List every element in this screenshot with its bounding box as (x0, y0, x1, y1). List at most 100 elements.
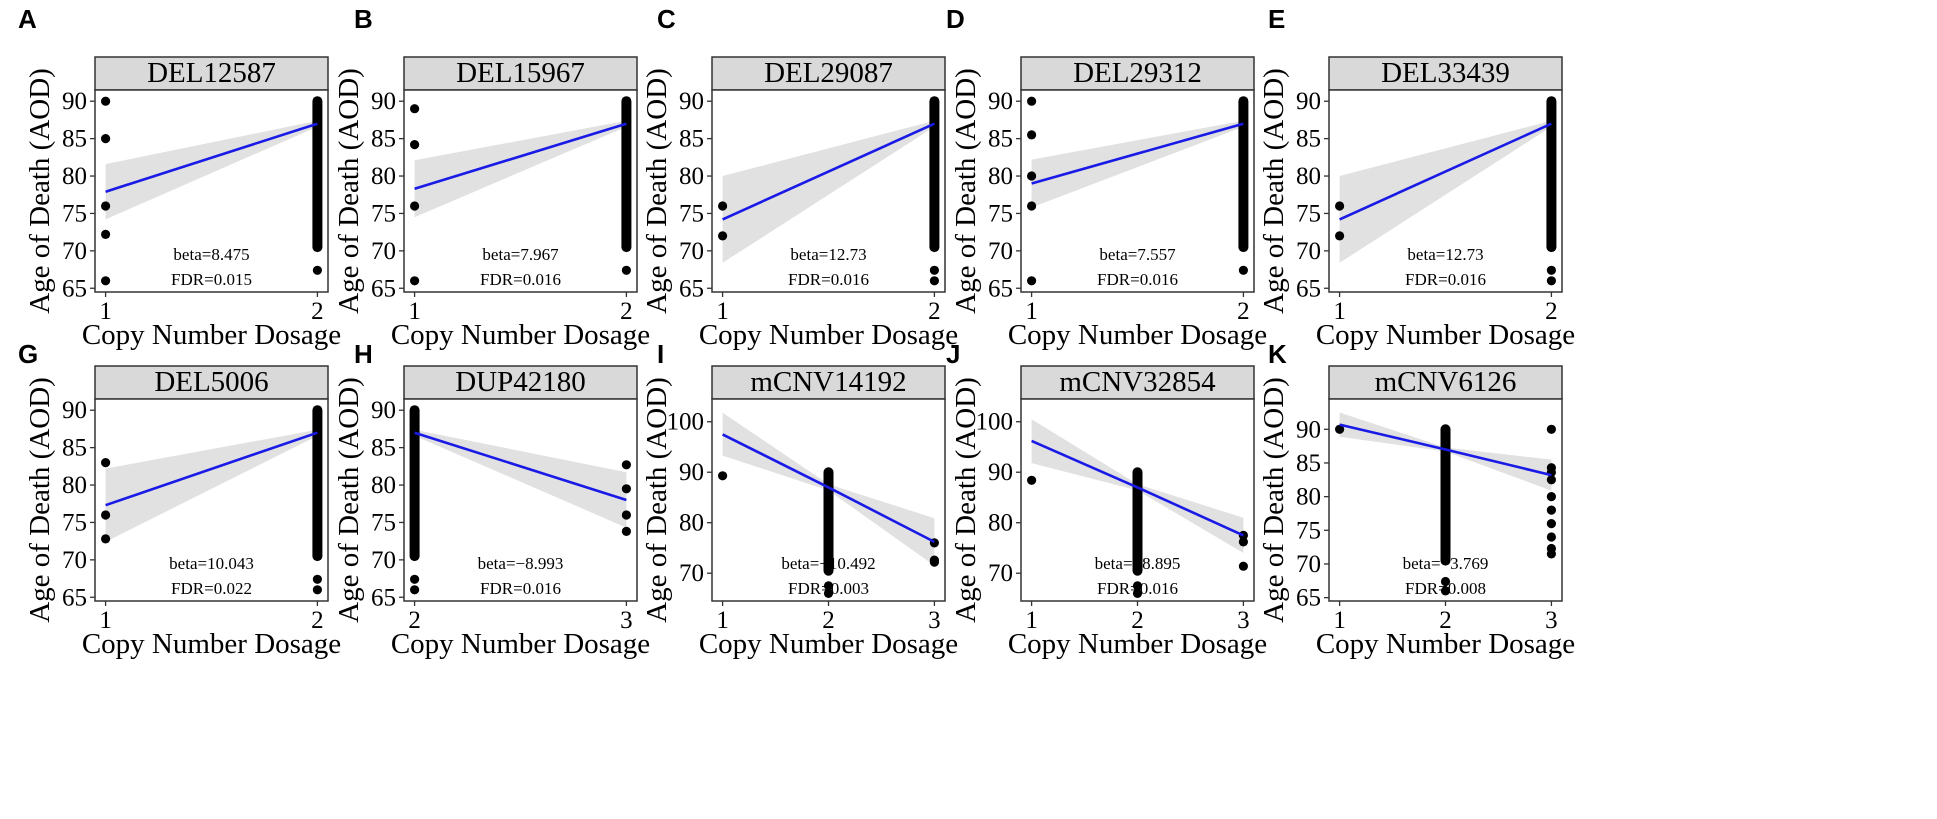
beta-annotation: beta=−3.769 (1403, 554, 1489, 573)
y-axis-title: Age of Death (AOD) (641, 377, 673, 623)
data-point (621, 460, 632, 470)
fdr-annotation: FDR=0.016 (480, 270, 561, 289)
data-point (1027, 96, 1037, 106)
beta-annotation: beta=−8.895 (1095, 554, 1181, 573)
y-tick-label: 65 (62, 584, 87, 611)
data-point (823, 581, 834, 591)
y-tick-label: 85 (62, 435, 87, 462)
panel-letter: I (657, 339, 664, 369)
y-axis-title: Age of Death (AOD) (24, 377, 56, 623)
y-tick-label: 70 (371, 547, 396, 574)
y-tick-label: 65 (62, 275, 87, 302)
y-tick-label: 75 (371, 509, 396, 536)
y-tick-label: 75 (1296, 200, 1321, 227)
y-tick-label: 90 (62, 397, 87, 424)
y-tick-label: 80 (371, 163, 396, 190)
data-point (1546, 519, 1556, 529)
x-axis-title: Copy Number Dosage (82, 628, 341, 660)
data-point (621, 484, 632, 494)
x-tick-label: 1 (99, 298, 112, 325)
data-point (1238, 537, 1248, 547)
data-point (410, 201, 420, 211)
panel-letter: J (946, 339, 960, 369)
plot-frame (94, 89, 329, 293)
fdr-annotation: FDR=0.008 (1405, 579, 1486, 598)
y-axis-title: Age of Death (AOD) (1258, 377, 1290, 623)
data-point (312, 574, 322, 584)
panel-letter: E (1268, 4, 1285, 34)
panel-letter: C (657, 4, 676, 34)
plot-frame (94, 398, 329, 602)
y-tick-label: 85 (679, 126, 704, 153)
data-point (1238, 265, 1248, 275)
y-axis-title: Age of Death (AOD) (333, 377, 365, 623)
fdr-annotation: FDR=0.022 (171, 579, 252, 598)
data-point (1335, 201, 1345, 211)
y-tick-label: 90 (371, 397, 396, 424)
facet-strip (403, 56, 638, 91)
data-point (312, 265, 322, 275)
data-point (1027, 276, 1037, 286)
data-point (410, 276, 420, 286)
y-tick-label: 85 (371, 126, 396, 153)
confidence-band (414, 429, 627, 528)
y-tick-label: 75 (371, 200, 396, 227)
x-tick-label: 1 (1333, 607, 1346, 634)
y-tick-label: 70 (679, 238, 704, 265)
y-tick-label: 70 (371, 238, 396, 265)
data-point (929, 276, 940, 286)
data-point (101, 96, 111, 106)
y-tick-label: 80 (1296, 163, 1321, 190)
regression-line (722, 433, 935, 544)
fdr-annotation: FDR=0.016 (1097, 270, 1178, 289)
x-tick-label: 1 (1333, 298, 1346, 325)
data-point (929, 265, 940, 275)
y-tick-label: 65 (371, 275, 396, 302)
facet-title: DEL29312 (1073, 57, 1202, 89)
data-point (718, 231, 728, 241)
x-axis-title: Copy Number Dosage (1008, 319, 1267, 351)
data-point (1440, 586, 1451, 596)
regression-line (722, 122, 935, 221)
y-tick-label: 80 (371, 472, 396, 499)
plot-frame (403, 398, 638, 602)
data-point (718, 471, 728, 481)
facet-title: DEL29087 (764, 57, 893, 89)
x-tick-label: 2 (822, 607, 835, 634)
y-tick-label: 75 (988, 200, 1013, 227)
x-axis-title: Copy Number Dosage (82, 319, 341, 351)
y-tick-label: 65 (371, 584, 396, 611)
x-tick-label: 2 (1131, 607, 1144, 634)
y-tick-label: 100 (667, 409, 705, 436)
x-tick-label: 2 (620, 298, 633, 325)
x-axis-title: Copy Number Dosage (1316, 628, 1575, 660)
x-tick-label: 3 (1237, 607, 1250, 634)
x-tick-label: 1 (99, 607, 112, 634)
x-axis-title: Copy Number Dosage (699, 628, 958, 660)
data-point (410, 140, 420, 150)
y-tick-label: 70 (988, 560, 1013, 587)
data-point (718, 201, 728, 211)
y-tick-label: 85 (1296, 126, 1321, 153)
plot-frame (1328, 89, 1563, 293)
x-tick-label: 2 (928, 298, 941, 325)
y-tick-label: 65 (1296, 585, 1321, 612)
x-tick-label: 3 (620, 607, 633, 634)
y-tick-label: 90 (679, 459, 704, 486)
data-point (1440, 576, 1451, 587)
y-tick-label: 70 (679, 560, 704, 587)
x-tick-label: 3 (928, 607, 941, 634)
y-tick-label: 65 (988, 275, 1013, 302)
data-point (621, 510, 632, 520)
y-tick-label: 80 (62, 163, 87, 190)
x-tick-label: 1 (716, 607, 729, 634)
y-tick-label: 90 (679, 88, 704, 115)
data-point (101, 458, 111, 468)
facet-strip (94, 56, 329, 91)
